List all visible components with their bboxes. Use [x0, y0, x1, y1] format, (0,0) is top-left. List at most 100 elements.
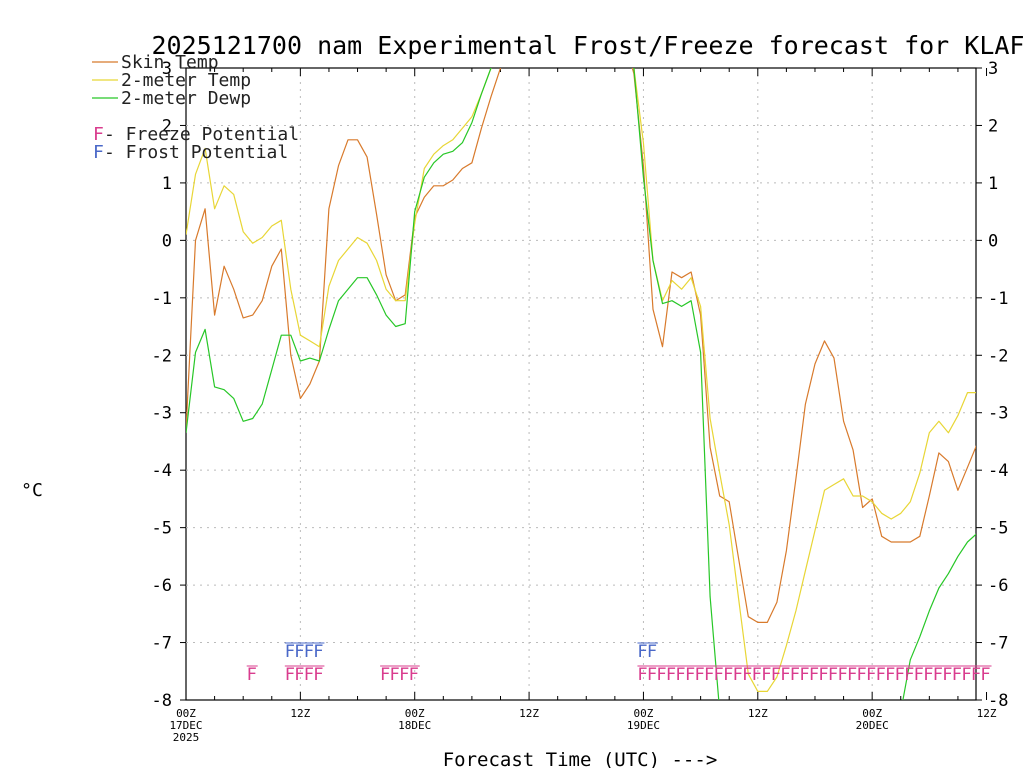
y-tick-label: 3 — [162, 59, 172, 79]
freeze-flag: F — [704, 665, 714, 685]
y-tick-label-right: -1 — [988, 289, 1008, 309]
freeze-flag: F — [885, 665, 895, 685]
y-tick-label: -4 — [152, 461, 172, 481]
freeze-flag: F — [742, 665, 752, 685]
freeze-flag: F — [914, 665, 924, 685]
freeze-flag: F — [647, 665, 657, 685]
axes: -8 -8 -7 -7 -6 -6 -5 -5 -4 -4 -3 -3 -2 -2 -1 -1 0 0 1 1 2 2 3 3… — [152, 59, 1009, 744]
legend-flag-label: - Frost Potential — [104, 142, 288, 163]
freeze-flag: F — [847, 665, 857, 685]
x-tick-year: 2025 — [173, 731, 200, 744]
legend-flag-letter: F — [93, 124, 104, 145]
x-tick-label: 12Z — [290, 707, 310, 720]
potential-flags: F F F F F FF F F F F F F F F F F F F F F F F F F F F F F F F F F F F F F F F F… — [247, 642, 992, 685]
freeze-flag: F — [761, 665, 771, 685]
freeze-flag: F — [837, 665, 847, 685]
x-tick-label: 00Z — [176, 707, 196, 720]
freeze-flag: F — [971, 665, 981, 685]
plot-frame — [185, 67, 977, 701]
freeze-flag: F — [799, 665, 809, 685]
frost-flag: F — [304, 642, 314, 662]
freeze-flag: F — [818, 665, 828, 685]
freeze-flag: F — [980, 665, 990, 685]
legend-label: 2-meter Temp — [121, 70, 251, 91]
series-line-2-meter-temp — [186, 68, 976, 693]
freeze-flag: F — [961, 665, 971, 685]
legend-label: 2-meter Dewp — [121, 88, 251, 109]
freeze-flag: F — [656, 665, 666, 685]
freeze-flag: F — [933, 665, 943, 685]
freeze-flag: F — [876, 665, 886, 685]
freeze-flag: F — [828, 665, 838, 685]
y-tick-label-right: -4 — [988, 461, 1008, 481]
frost-flag: F — [294, 642, 304, 662]
y-tick-label-right: -6 — [988, 576, 1008, 596]
freeze-flag: F — [771, 665, 781, 685]
freeze-flag: F — [809, 665, 819, 685]
y-tick-label-right: 1 — [988, 174, 998, 194]
freeze-flag: F — [313, 665, 323, 685]
freeze-flag: F — [294, 665, 304, 685]
y-tick-label: -2 — [152, 346, 172, 366]
y-tick-label: 0 — [162, 231, 172, 251]
x-axis-label: Forecast Time (UTC) ---> — [443, 749, 718, 768]
freeze-flag: F — [723, 665, 733, 685]
frost-flag: F — [637, 642, 647, 662]
freeze-flag: F — [247, 665, 257, 685]
x-tick-label: 12Z — [519, 707, 539, 720]
y-tick-label: 2 — [162, 116, 172, 136]
freeze-flag: F — [923, 665, 933, 685]
y-tick-label: 1 — [162, 174, 172, 194]
series-line-2-meter-dewp — [186, 68, 976, 700]
freeze-flag: F — [675, 665, 685, 685]
y-tick-label-right: 0 — [988, 231, 998, 251]
x-tick-date: 18DEC — [398, 719, 431, 732]
freeze-flag: F — [409, 665, 419, 685]
legend-flag-label: - Freeze Potential — [104, 124, 299, 145]
x-tick-label: 00Z — [405, 707, 425, 720]
freeze-flag: F — [866, 665, 876, 685]
y-tick-label-right: -5 — [988, 519, 1008, 539]
x-tick-label: 00Z — [634, 707, 654, 720]
freeze-flag: F — [380, 665, 390, 685]
y-tick-label-right: -2 — [988, 346, 1008, 366]
y-tick-label-right: 2 — [988, 116, 998, 136]
freeze-flag: F — [733, 665, 743, 685]
x-tick-date: 19DEC — [627, 719, 660, 732]
freeze-flag: F — [895, 665, 905, 685]
freeze-flag: F — [714, 665, 724, 685]
y-axis-label: °C — [21, 480, 43, 501]
y-tick-label: -3 — [152, 404, 172, 424]
freeze-flag: F — [780, 665, 790, 685]
frost-flag: F — [313, 642, 323, 662]
y-tick-label-right: -3 — [988, 404, 1008, 424]
frost-flag: F — [285, 642, 295, 662]
freeze-flag: F — [694, 665, 704, 685]
freeze-flag: F — [685, 665, 695, 685]
freeze-flag: F — [952, 665, 962, 685]
freeze-flag: F — [666, 665, 676, 685]
frost-flag: F — [647, 642, 657, 662]
series-line-skin-temp — [186, 68, 976, 624]
y-tick-label: -6 — [152, 576, 172, 596]
y-tick-label: -5 — [152, 519, 172, 539]
x-tick-label: 12Z — [748, 707, 768, 720]
x-tick-date: 20DEC — [856, 719, 889, 732]
legend-label: Skin Temp — [121, 52, 219, 73]
grid-lines — [186, 68, 976, 700]
freeze-flag: F — [942, 665, 952, 685]
freeze-flag: F — [790, 665, 800, 685]
x-tick-date: 17DEC — [169, 719, 202, 732]
legend-flag-letter: F — [93, 142, 104, 163]
chart-title: 2025121700 nam Experimental Frost/Freeze… — [152, 31, 1024, 60]
y-tick-label: -1 — [152, 289, 172, 309]
freeze-flag: F — [304, 665, 314, 685]
freeze-flag: F — [857, 665, 867, 685]
series-lines — [186, 68, 976, 700]
freeze-flag: F — [399, 665, 409, 685]
freeze-flag: F — [637, 665, 647, 685]
x-tick-label: 12Z — [977, 707, 997, 720]
y-tick-label: -7 — [152, 634, 172, 654]
